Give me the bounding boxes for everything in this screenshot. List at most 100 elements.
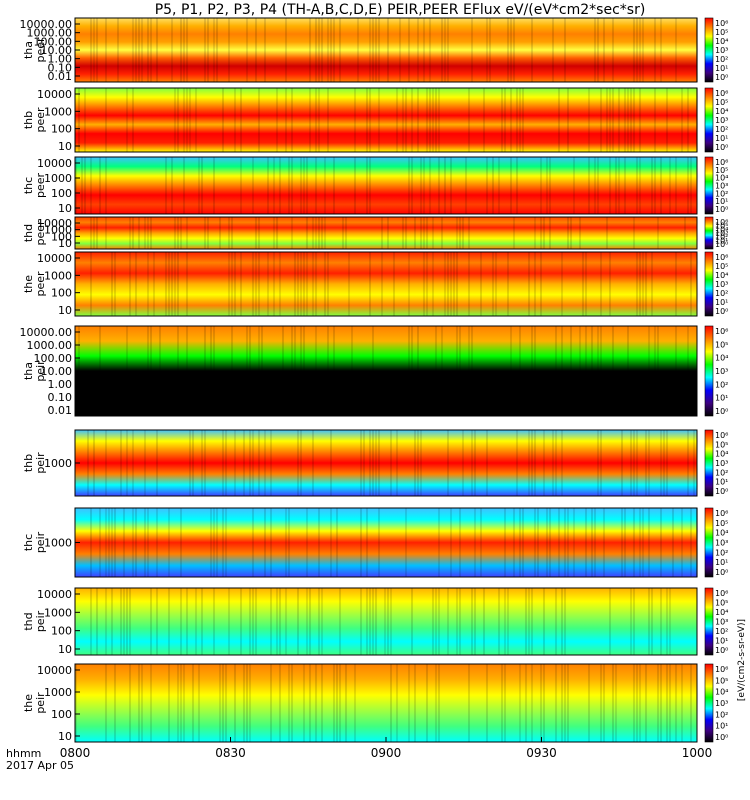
y-tick-label: 10.00 bbox=[41, 365, 73, 378]
colorbar-tick-label: 10³ bbox=[715, 459, 728, 468]
x-tick-label: 0800 bbox=[60, 746, 91, 760]
spectrogram-image bbox=[75, 217, 697, 249]
y-tick-label: 100 bbox=[51, 625, 72, 638]
colorbar-tick-label: 10³ bbox=[715, 229, 728, 238]
spectrogram-image bbox=[75, 588, 697, 655]
y-tick-label: 1000 bbox=[44, 172, 72, 185]
x-tick-label: 0930 bbox=[526, 746, 557, 760]
y-tick-label: 10 bbox=[58, 140, 72, 153]
panel-frame bbox=[74, 216, 698, 250]
colorbar-tick-label: 10⁰ bbox=[715, 733, 728, 742]
colorbar-tick-label: 10¹ bbox=[715, 64, 728, 73]
colorbar-tick-label: 10⁶ bbox=[715, 327, 728, 336]
panel-y-label: thb bbox=[22, 111, 35, 129]
colorbar bbox=[704, 17, 714, 83]
x-axis: [eV/(cm2-s-sr-eV)] 0800 0830 0900 0930 1000 hh… bbox=[6, 619, 747, 772]
panel-frame bbox=[74, 251, 698, 317]
colorbar-tick-label: 10⁶ bbox=[715, 218, 728, 227]
panel-thc-peer: thc peer 10000 1000 100 10 10⁶10⁵10⁴10³10²10¹1… bbox=[22, 156, 728, 215]
colorbar-tick-label: 10² bbox=[715, 125, 728, 134]
panel-y-label: tha bbox=[22, 41, 35, 59]
panel-y-label: the bbox=[22, 694, 35, 712]
colorbar-tick-label: 10¹ bbox=[715, 478, 728, 487]
colorbar-tick-label: 10⁰ bbox=[715, 487, 728, 496]
colorbar-tick-label: 10⁵ bbox=[715, 676, 728, 685]
panel-frame bbox=[74, 587, 698, 656]
spectrogram-panels: tha peer10000.001000.00100.0010.001.000.1… bbox=[20, 17, 728, 743]
colorbar-tick-label: 10³ bbox=[715, 618, 728, 627]
x-tick-label: 0830 bbox=[215, 746, 246, 760]
panel-tha-peer: tha peer 10000.001000.00100.0010.001.000.1… bbox=[20, 17, 728, 83]
y-tick-label: 1.00 bbox=[48, 53, 73, 66]
colorbar-tick-label: 10⁶ bbox=[715, 19, 728, 28]
panel-y-label: thd bbox=[22, 224, 35, 242]
y-tick-label: 100.00 bbox=[34, 352, 73, 365]
colorbar bbox=[704, 429, 714, 497]
colorbar-tick-label: 10³ bbox=[715, 367, 728, 376]
colorbar bbox=[704, 507, 714, 578]
colorbar bbox=[704, 663, 714, 743]
y-tick-label: 10000 bbox=[37, 88, 72, 101]
panel-thb-peer: thb peer 10000 1000 100 10 10⁶10⁵10⁴10³10²10¹1… bbox=[22, 87, 728, 153]
y-tick-label: 10 bbox=[58, 202, 72, 215]
colorbar-tick-label: 10⁶ bbox=[715, 158, 728, 167]
colorbar-tick-label: 10⁴ bbox=[715, 225, 728, 234]
panel-thd-peir: thd peir 10000 1000 100 10 10⁶10⁵10⁴10³10²10¹1… bbox=[22, 587, 728, 656]
colorbar-tick-label: 10² bbox=[715, 380, 728, 389]
y-tick-label: 10000 bbox=[37, 252, 72, 265]
panel-y-label: peir bbox=[34, 531, 47, 553]
x-axis-date-label: 2017 Apr 05 bbox=[6, 759, 74, 772]
y-tick-label: 100 bbox=[51, 230, 72, 243]
panel-y-label: peer bbox=[34, 173, 47, 199]
colorbar-tick-label: 10⁰ bbox=[715, 205, 728, 214]
y-tick-label: 10000 bbox=[37, 588, 72, 601]
y-tick-label: 1.00 bbox=[48, 378, 73, 391]
colorbar-tick-label: 10⁶ bbox=[715, 589, 728, 598]
colorbar-tick-label: 10² bbox=[715, 189, 728, 198]
colorbar-tick-label: 10⁵ bbox=[715, 222, 728, 231]
panel-y-label: peer bbox=[34, 37, 47, 63]
panel-frame bbox=[74, 156, 698, 215]
panel-the-peer: the peer 10000 1000 100 10 10⁶10⁵10⁴10³10²10¹1… bbox=[22, 251, 728, 317]
colorbar-tick-label: 10⁶ bbox=[715, 89, 728, 98]
colorbar-tick-label: 10¹ bbox=[715, 558, 728, 567]
colorbar-tick-label: 10¹ bbox=[715, 134, 728, 143]
y-tick-label: 10 bbox=[58, 304, 72, 317]
colorbar-tick-label: 10⁴ bbox=[715, 37, 728, 46]
y-tick-label: 10000 bbox=[37, 664, 72, 677]
panel-y-label: thc bbox=[22, 177, 35, 194]
colorbar-tick-label: 10³ bbox=[715, 46, 728, 55]
colorbar-tick-label: 10² bbox=[715, 548, 728, 557]
colorbar-tick-label: 10⁵ bbox=[715, 28, 728, 37]
colorbar bbox=[704, 251, 714, 317]
y-tick-label: 10.00 bbox=[41, 44, 73, 57]
colorbar-tick-label: 10⁰ bbox=[715, 568, 728, 577]
y-tick-label: 0.10 bbox=[48, 391, 73, 404]
panel-y-label: thb bbox=[22, 454, 35, 472]
y-tick-label: 100.00 bbox=[34, 35, 73, 48]
panel-y-label: peir bbox=[34, 692, 47, 714]
colorbar-tick-label: 10¹ bbox=[715, 197, 728, 206]
panel-the-peir: the peir 10000 1000 100 10 10⁶ 10⁵ 10⁴ 10³ 10² 10¹ 1… bbox=[22, 663, 728, 743]
colorbar-tick-label: 10³ bbox=[715, 539, 728, 548]
colorbar-tick-label: 10² bbox=[715, 289, 728, 298]
panel-frame bbox=[74, 87, 698, 153]
panel-y-label: tha bbox=[22, 362, 35, 380]
colorbar-tick-label: 10⁵ bbox=[715, 262, 728, 271]
panel-y-label: thd bbox=[22, 612, 35, 630]
colorbar-tick-label: 10³ bbox=[715, 116, 728, 125]
y-tick-label: 1000.00 bbox=[27, 339, 73, 352]
y-tick-label: 10000.00 bbox=[20, 18, 73, 31]
spectrogram-image bbox=[75, 326, 697, 416]
colorbar-tick-label: 10⁴ bbox=[715, 107, 728, 116]
colorbar bbox=[704, 216, 714, 250]
panel-tha-peir: tha peir 10000.001000.00100.0010.001.000.1… bbox=[20, 325, 728, 417]
y-tick-label: 10 bbox=[58, 643, 72, 656]
y-tick-label: 10 bbox=[58, 237, 72, 250]
y-tick-label: 1000 bbox=[44, 686, 72, 699]
panel-y-label: the bbox=[22, 275, 35, 293]
x-tick-label: 1000 bbox=[682, 746, 713, 760]
spectrogram-image bbox=[75, 430, 697, 496]
spectrogram-image bbox=[75, 18, 697, 82]
